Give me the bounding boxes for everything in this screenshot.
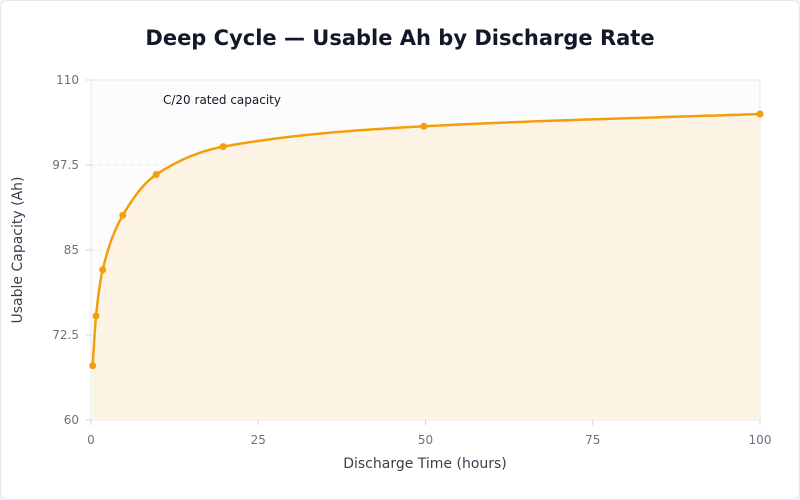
series-area-fill	[92, 114, 761, 420]
y-tick-label: 60	[64, 413, 79, 427]
data-point	[420, 122, 428, 130]
x-tick-label: 25	[251, 433, 266, 447]
data-points	[89, 110, 764, 370]
data-point	[219, 143, 227, 151]
x-tick-label: 100	[749, 433, 772, 447]
y-tick-label: 85	[64, 243, 79, 257]
x-axis-ticks: 0 25 50 75 100	[87, 420, 771, 447]
y-axis-ticks: 60 72.5 85 97.5 110	[52, 73, 91, 427]
data-point	[89, 362, 97, 370]
data-point	[756, 110, 764, 118]
x-axis-label: Discharge Time (hours)	[343, 456, 507, 472]
y-axis-label: Usable Capacity (Ah)	[10, 177, 26, 324]
y-tick-label: 72.5	[52, 328, 79, 342]
y-tick-label: 110	[56, 73, 79, 87]
y-tick-label: 97.5	[52, 158, 79, 172]
data-point	[99, 266, 107, 274]
x-tick-label: 0	[87, 433, 95, 447]
x-tick-label: 50	[418, 433, 433, 447]
data-point	[119, 211, 127, 219]
chart-title: Deep Cycle — Usable Ah by Discharge Rate	[145, 26, 655, 50]
data-point	[92, 312, 100, 320]
series-line	[91, 112, 761, 366]
x-tick-label: 75	[585, 433, 600, 447]
data-point	[152, 171, 160, 179]
annotation-c20: C/20 rated capacity	[163, 93, 281, 107]
